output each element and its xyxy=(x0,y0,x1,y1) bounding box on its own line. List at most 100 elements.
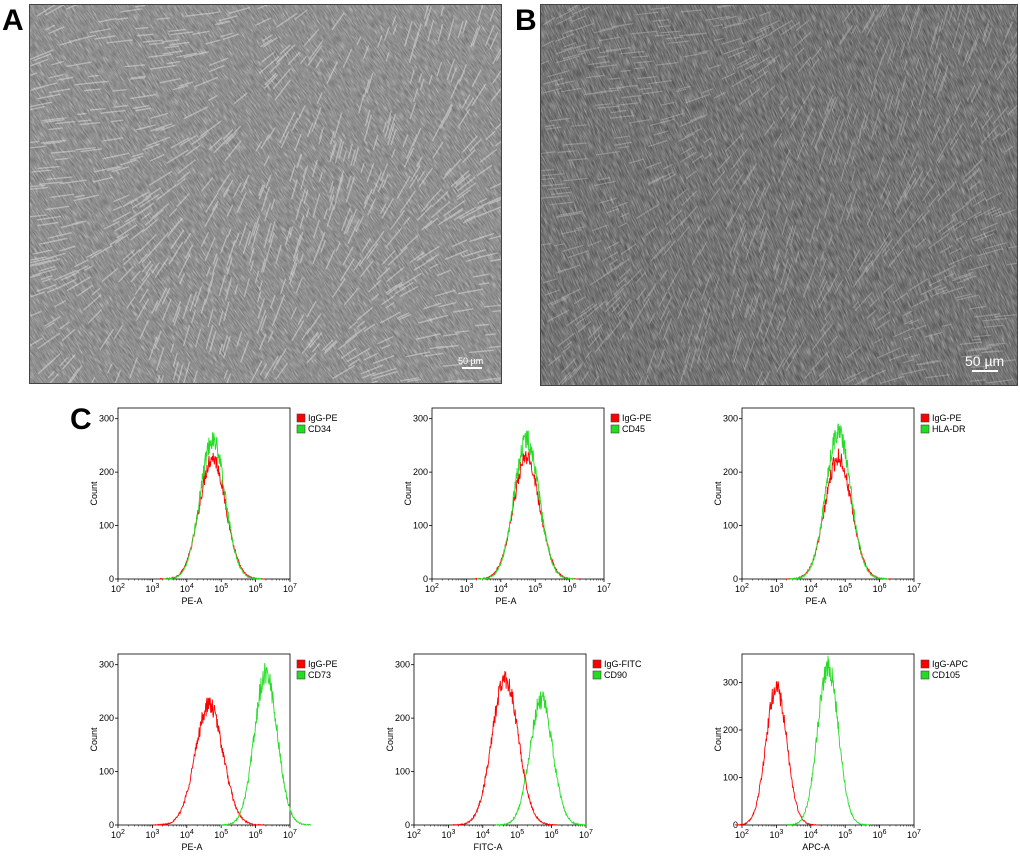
cell-streak xyxy=(222,179,234,197)
cell-streak xyxy=(48,232,72,239)
cell-streak xyxy=(372,172,382,195)
cell-streak xyxy=(791,332,797,342)
cell-streak xyxy=(326,61,338,84)
cell-streak xyxy=(573,296,586,305)
cell-streak xyxy=(624,268,642,287)
legend-label: CD90 xyxy=(604,670,627,680)
cell-streak xyxy=(74,81,99,86)
cell-streak xyxy=(633,60,653,64)
cell-streak xyxy=(744,303,749,318)
cell-streak xyxy=(577,320,592,333)
cell-streak xyxy=(555,80,575,86)
cell-streak xyxy=(790,225,797,246)
cell-streak xyxy=(960,354,982,358)
cell-streak xyxy=(338,334,357,350)
x-tick-label: 104 xyxy=(180,583,194,594)
cell-streak xyxy=(769,54,781,63)
cell-streak xyxy=(258,184,264,197)
cell-streak xyxy=(877,320,890,329)
cell-streak xyxy=(804,269,815,294)
cell-streak xyxy=(373,355,395,364)
cell-streak xyxy=(66,61,92,67)
cell-streak xyxy=(658,25,671,28)
cell-streak xyxy=(618,299,633,318)
cell-streak xyxy=(413,88,419,102)
cell-streak xyxy=(98,17,117,23)
cell-streak xyxy=(563,46,574,51)
x-tick-label: 103 xyxy=(441,829,455,840)
cell-streak xyxy=(315,58,322,69)
cell-streak xyxy=(616,276,628,287)
cell-streak xyxy=(403,216,411,226)
cell-streak xyxy=(713,37,724,42)
cell-streak xyxy=(894,199,903,213)
cell-streak xyxy=(305,207,310,218)
cell-streak xyxy=(492,70,501,84)
cell-streak xyxy=(164,45,180,49)
cell-streak xyxy=(200,232,209,248)
cell-streak xyxy=(319,172,323,183)
cell-streak xyxy=(816,218,821,230)
cell-streak xyxy=(907,212,924,233)
cell-streak xyxy=(456,182,477,198)
cell-streak xyxy=(249,260,254,271)
cell-streak xyxy=(78,119,91,122)
cell-streak xyxy=(170,229,185,250)
cell-streak xyxy=(177,159,196,174)
cell-streak xyxy=(366,163,375,183)
cell-streak xyxy=(876,347,901,359)
cell-streak xyxy=(907,32,913,45)
cell-streak xyxy=(762,299,767,310)
cell-streak xyxy=(580,370,590,383)
cell-streak xyxy=(381,250,396,265)
cell-streak xyxy=(404,20,413,47)
cell-streak xyxy=(649,118,675,127)
cell-streak xyxy=(258,333,267,350)
cell-streak xyxy=(866,206,876,226)
cell-streak xyxy=(750,70,768,84)
legend-label: IgG-PE xyxy=(622,413,652,423)
cell-streak xyxy=(301,328,310,340)
cell-streak xyxy=(470,27,479,48)
cell-streak xyxy=(410,165,421,183)
cell-streak xyxy=(462,249,486,258)
legend-label: CD105 xyxy=(932,670,960,680)
cell-streak xyxy=(333,112,343,139)
cell-streak xyxy=(993,106,1008,124)
cell-streak xyxy=(249,247,255,264)
histogram-series-igg-pe xyxy=(159,452,265,580)
cell-streak xyxy=(756,187,766,208)
cell-streak xyxy=(731,148,748,170)
cell-streak xyxy=(44,316,61,327)
cell-streak xyxy=(232,182,242,198)
cell-streak xyxy=(782,277,789,295)
cell-streak xyxy=(131,196,151,209)
cell-streak xyxy=(831,115,841,141)
cell-streak xyxy=(45,252,66,260)
x-tick-label: 102 xyxy=(425,583,439,594)
cell-streak xyxy=(335,242,341,253)
cell-streak xyxy=(213,133,234,154)
cell-streak xyxy=(660,30,681,34)
cell-streak xyxy=(750,56,771,70)
cell-streak xyxy=(263,155,270,167)
cell-streak xyxy=(124,64,146,68)
cell-streak xyxy=(555,55,580,64)
cell-streak xyxy=(908,319,919,325)
cell-streak xyxy=(796,143,804,161)
cell-streak xyxy=(444,249,469,261)
cell-streak xyxy=(456,380,474,383)
cell-streak xyxy=(617,102,640,106)
cell-streak xyxy=(910,97,915,108)
cell-streak xyxy=(629,118,651,124)
cell-streak xyxy=(736,287,740,298)
cell-streak xyxy=(829,97,835,107)
cell-streak xyxy=(725,132,744,152)
cell-streak xyxy=(170,137,190,149)
cell-streak xyxy=(176,171,190,183)
cell-streak xyxy=(962,50,969,67)
cell-streak xyxy=(824,193,832,219)
cell-streak xyxy=(62,354,76,370)
cell-streak xyxy=(915,238,926,248)
cell-streak xyxy=(107,363,113,374)
